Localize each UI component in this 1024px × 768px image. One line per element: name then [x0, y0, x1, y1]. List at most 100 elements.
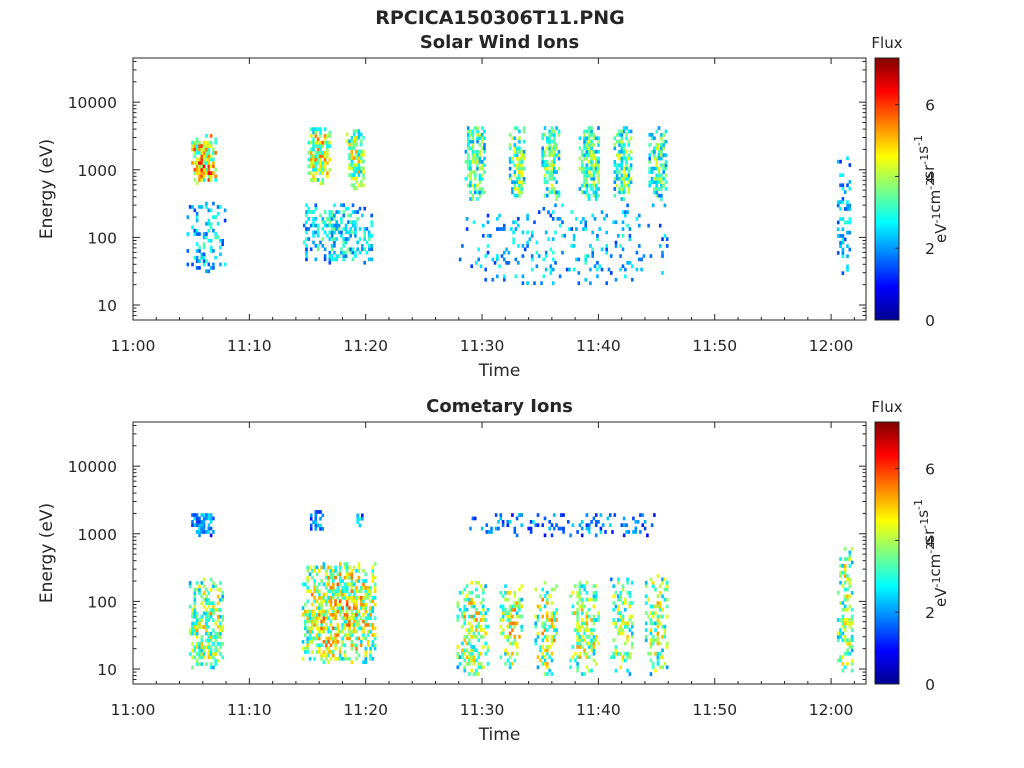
heatmap-cell — [191, 631, 194, 636]
heatmap-cell — [498, 227, 501, 231]
heatmap-cell — [580, 607, 584, 612]
heatmap-cell — [587, 126, 591, 130]
heatmap-cell — [584, 223, 587, 228]
heatmap-cell — [321, 178, 325, 182]
heatmap-cell — [344, 250, 348, 255]
heatmap-cell — [478, 173, 482, 178]
heatmap-cell — [660, 136, 663, 141]
heatmap-cell — [348, 582, 351, 587]
heatmap-cell — [621, 631, 625, 636]
heatmap-cell — [504, 591, 507, 595]
heatmap-cell — [548, 655, 551, 659]
heatmap-cell — [352, 132, 356, 137]
heatmap-cell — [543, 193, 547, 198]
heatmap-cell — [501, 631, 505, 636]
heatmap-cell — [515, 166, 519, 171]
heatmap-cell — [325, 636, 328, 641]
heatmap-cell — [332, 609, 335, 614]
heatmap-cell — [658, 223, 662, 228]
heatmap-cell — [839, 200, 842, 204]
heatmap-cell — [195, 215, 199, 219]
heatmap-cell — [321, 527, 325, 531]
heatmap-cell — [590, 187, 593, 191]
heatmap-cell — [345, 139, 349, 144]
heatmap-cell — [513, 183, 517, 188]
heatmap-cell — [338, 612, 342, 617]
heatmap-cell — [614, 591, 618, 595]
heatmap-cell — [592, 166, 596, 171]
heatmap-cell — [621, 614, 625, 619]
heatmap-cell — [836, 220, 840, 225]
heatmap-cell — [355, 656, 358, 661]
heatmap-cell — [544, 230, 548, 235]
heatmap-cell — [195, 635, 199, 639]
heatmap-cell — [318, 569, 321, 573]
heatmap-cell — [574, 611, 577, 615]
heatmap-cell — [654, 621, 657, 626]
heatmap-cell — [475, 668, 478, 673]
heatmap-cell — [499, 631, 503, 636]
heatmap-cell — [207, 591, 211, 595]
heatmap-cell — [370, 213, 373, 218]
heatmap-cell — [336, 596, 340, 600]
heatmap-cell — [221, 618, 224, 622]
heatmap-cell — [336, 602, 340, 607]
heatmap-cell — [200, 635, 204, 639]
heatmap-cell — [200, 252, 204, 257]
heatmap-cell — [617, 233, 620, 238]
heatmap-cell — [612, 621, 615, 626]
heatmap-cell — [470, 601, 473, 605]
heatmap-cell — [513, 136, 517, 141]
heatmap-cell — [574, 584, 577, 588]
heatmap-cell — [188, 652, 192, 656]
heatmap-cell — [594, 591, 598, 595]
heatmap-cell — [205, 144, 208, 148]
heatmap-cell — [635, 250, 639, 255]
heatmap-cell — [198, 530, 201, 534]
heatmap-cell — [373, 575, 377, 580]
heatmap-cell — [200, 178, 204, 182]
heatmap-cell — [520, 183, 523, 188]
heatmap-cell — [546, 638, 549, 643]
heatmap-cell — [504, 611, 507, 615]
heatmap-cell — [358, 237, 362, 241]
heatmap-cell — [572, 267, 576, 272]
heatmap-cell — [841, 271, 845, 275]
heatmap-cell — [355, 152, 358, 157]
heatmap-cell — [619, 631, 622, 636]
heatmap-cell — [515, 126, 519, 130]
heatmap-cell — [191, 648, 194, 653]
heatmap-cell — [508, 631, 512, 636]
heatmap-cell — [305, 237, 308, 241]
heatmap-cell — [506, 638, 510, 643]
heatmap-cell — [508, 143, 512, 147]
heatmap-cell — [600, 210, 604, 214]
heatmap-cell — [193, 608, 197, 612]
heatmap-cell — [590, 638, 593, 643]
heatmap-cell — [198, 625, 201, 629]
heatmap-cell — [476, 126, 479, 130]
heatmap-cell — [337, 223, 341, 228]
heatmap-cell — [562, 526, 565, 531]
heatmap-cell — [468, 621, 471, 626]
heatmap-cell — [318, 589, 321, 593]
heatmap-cell — [212, 601, 215, 606]
heatmap-cell — [476, 156, 479, 161]
heatmap-cell — [356, 516, 359, 521]
heatmap-cell — [614, 604, 618, 609]
heatmap-cell — [507, 250, 511, 255]
heatmap-cell — [479, 611, 483, 615]
heatmap-cell — [195, 140, 199, 145]
heatmap-cell — [640, 257, 643, 262]
heatmap-cell — [618, 143, 621, 147]
heatmap-cell — [209, 222, 213, 226]
heatmap-cell — [571, 611, 575, 615]
heatmap-cell — [548, 526, 551, 531]
heatmap-cell — [622, 126, 626, 130]
heatmap-cell — [587, 614, 591, 619]
heatmap-cell — [486, 607, 490, 612]
heatmap-cell — [846, 587, 849, 592]
heatmap-cell — [330, 227, 334, 231]
heatmap-cell — [550, 651, 554, 656]
heatmap-cell — [314, 164, 318, 169]
